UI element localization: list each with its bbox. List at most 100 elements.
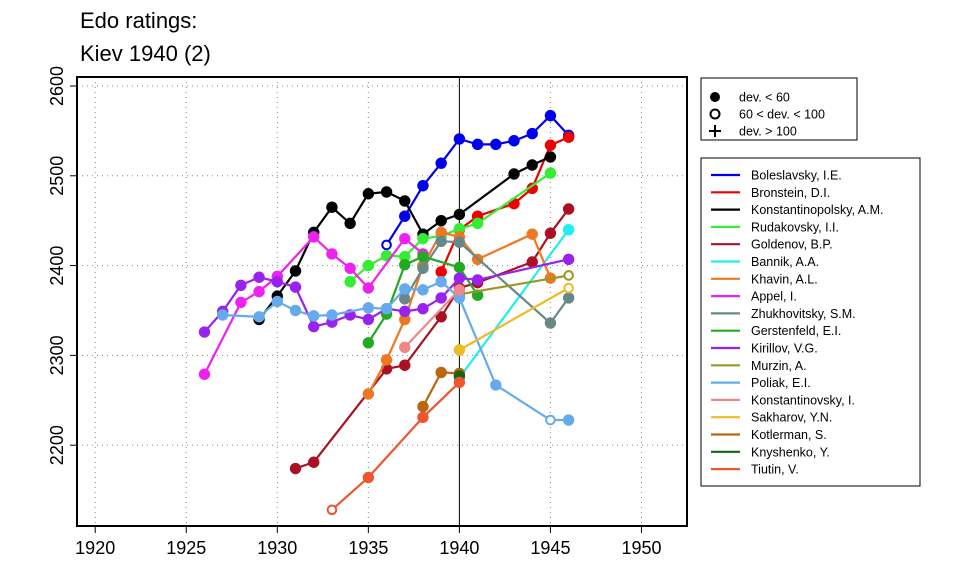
series-legend-box: [700, 157, 921, 487]
legend-label-17: Tiutin, V.: [751, 463, 799, 477]
x-tick-label-1930: 1930: [257, 538, 297, 558]
data-point-1-6: [562, 131, 575, 143]
data-point-7-6: [344, 262, 356, 274]
data-point-10-0: [198, 326, 211, 338]
legend-label-2: Konstantinopolsky, A.M.: [751, 203, 883, 217]
dev-legend-label-2: dev. > 100: [739, 125, 797, 139]
data-point-13-1: [453, 284, 466, 296]
data-point-12-9: [417, 284, 429, 296]
data-point-14-0: [453, 344, 466, 356]
data-point-8-3: [453, 236, 466, 248]
data-point-2-12: [508, 168, 520, 180]
series-12: [216, 276, 575, 426]
series-legend: Boleslavsky, I.E. Bronstein, D.I. Konstant…: [700, 157, 921, 487]
x-tick-label-1920: 1920: [75, 538, 115, 558]
legend-label-16: Knyshenko, Y.: [751, 445, 830, 459]
data-point-15-1: [435, 366, 447, 379]
data-point-8-2: [435, 235, 447, 248]
data-point-1-5: [544, 139, 557, 151]
data-point-7-1: [235, 296, 247, 309]
x-tick-label-1940: 1940: [439, 538, 479, 558]
legend-label-11: Murzin, A.: [751, 359, 807, 373]
legend-label-14: Sakharov, Y.N.: [751, 411, 832, 425]
legend-label-7: Appel, I.: [751, 290, 797, 304]
data-point-14-1: [563, 282, 574, 294]
data-point-15-0: [417, 400, 429, 413]
data-point-11-1: [563, 270, 574, 281]
data-point-7-8: [399, 232, 411, 245]
data-point-12-8: [399, 283, 411, 295]
deviation-legend: dev. < 60 60 < dev. < 100 dev. > 100: [700, 77, 858, 141]
data-point-4-3: [399, 359, 411, 371]
legend-label-12: Poliak, E.I.: [751, 376, 811, 390]
data-point-17-2: [417, 411, 429, 424]
series-7: [198, 231, 429, 380]
grid-lines: [77, 77, 687, 526]
data-point-9-0: [362, 337, 375, 349]
data-point-10-9: [362, 313, 375, 326]
x-tick-label-1925: 1925: [166, 538, 206, 558]
data-point-0-2: [417, 179, 429, 192]
legend-label-9: Gerstenfeld, E.I.: [751, 324, 841, 338]
data-point-3-1: [362, 259, 375, 272]
data-point-9-3: [417, 250, 429, 263]
data-point-9-2: [399, 258, 411, 271]
data-point-0-4: [453, 133, 466, 145]
data-point-17-1: [362, 471, 375, 484]
series-line-4: [295, 208, 570, 470]
data-point-12-14: [562, 414, 575, 426]
data-point-7-5: [326, 248, 338, 260]
data-point-12-4: [308, 310, 320, 322]
legend-label-8: Zhukhovitsky, S.M.: [751, 307, 856, 321]
data-point-0-3: [435, 157, 447, 169]
data-point-0-7: [508, 135, 520, 147]
data-point-10-5: [289, 281, 302, 293]
legend-label-5: Bannik, A.A.: [751, 255, 819, 269]
legend-label-4: Goldenov, B.P.: [751, 238, 833, 252]
data-point-10-2: [235, 279, 247, 292]
deviation-legend-box: [700, 77, 858, 141]
data-point-10-4: [271, 276, 283, 288]
series-13: [399, 284, 466, 353]
data-point-2-10: [435, 214, 447, 227]
x-tick-label-1935: 1935: [348, 538, 388, 558]
series-14: [453, 282, 574, 356]
chart-title-line-1: Edo ratings:: [80, 8, 197, 33]
data-point-12-5: [326, 309, 338, 321]
y-tick-label-2200: 2200: [47, 425, 67, 465]
data-point-0-5: [471, 138, 484, 151]
series-layer: [198, 109, 575, 516]
data-point-7-7: [362, 282, 375, 294]
data-point-12-12: [490, 379, 502, 391]
dev-marker-open: [709, 108, 721, 120]
data-point-0-8: [526, 127, 538, 140]
data-point-12-1: [253, 311, 265, 323]
legend-label-10: Kirillov, V.G.: [751, 342, 818, 356]
data-point-12-2: [271, 295, 283, 308]
data-point-2-13: [526, 159, 538, 171]
legend-label-6: Khavin, A.L.: [751, 272, 818, 286]
data-point-10-15: [471, 274, 484, 286]
data-point-8-5: [562, 292, 575, 304]
data-point-9-4: [453, 261, 466, 274]
data-point-0-6: [490, 138, 502, 151]
data-point-12-0: [216, 309, 229, 321]
legend-label-1: Bronstein, D.I.: [751, 186, 830, 200]
series-line-7: [203, 235, 424, 375]
data-point-6-7: [526, 228, 538, 240]
series-8: [399, 235, 575, 329]
series-line-17: [331, 381, 461, 511]
y-tick-label-2300: 2300: [47, 335, 67, 375]
series-0: [381, 109, 575, 251]
data-point-7-0: [198, 368, 211, 380]
legend-label-0: Boleslavsky, I.E.: [751, 169, 842, 183]
data-point-10-14: [453, 272, 466, 284]
series-17: [326, 376, 466, 516]
data-point-3-7: [471, 217, 484, 230]
axes: 1920 1925 1930 1935 1940 1945 1950 2200 2300 2400…: [47, 66, 662, 558]
series-line-13: [404, 289, 461, 349]
data-point-4-0: [289, 462, 302, 475]
data-point-8-4: [544, 317, 557, 329]
data-point-6-1: [380, 354, 393, 366]
